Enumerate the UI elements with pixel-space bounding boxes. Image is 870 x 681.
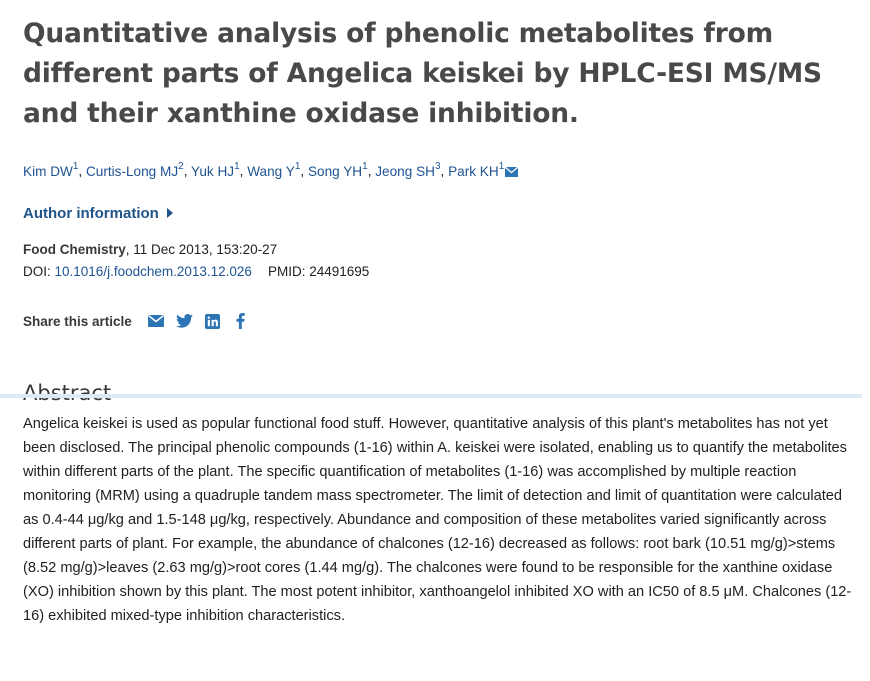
facebook-icon[interactable] xyxy=(232,313,249,330)
author-link[interactable]: Jeong SH3 xyxy=(375,161,441,179)
author-link[interactable]: Song YH1 xyxy=(307,161,368,179)
share-bar: Share this article xyxy=(23,313,853,330)
abstract-heading: Abstract xyxy=(23,381,111,405)
author-link[interactable]: Park KH1 xyxy=(448,161,505,179)
article-title: Quantitative analysis of phenolic metabo… xyxy=(23,18,822,129)
article-header: Quantitative analysis of phenolic metabo… xyxy=(23,0,853,330)
author-link[interactable]: Wang Y1 xyxy=(247,161,301,179)
pmid-value: 24491695 xyxy=(309,263,370,279)
author-information-toggle[interactable]: Author information xyxy=(23,205,853,222)
citation-details: , 11 Dec 2013, 153:20-27 xyxy=(125,241,278,257)
citation-block: Food Chemistry, 11 Dec 2013, 153:20-27 D… xyxy=(23,239,853,283)
twitter-icon[interactable] xyxy=(175,313,193,330)
section-divider xyxy=(0,394,862,398)
doi-label: DOI: xyxy=(23,263,55,279)
author-link[interactable]: Curtis-Long MJ2 xyxy=(85,161,184,179)
pmid-label: PMID: xyxy=(267,263,310,279)
abstract-text: Angelica keiskei is used as popular func… xyxy=(23,416,852,624)
email-icon[interactable] xyxy=(148,313,165,330)
corresponding-email-icon[interactable] xyxy=(504,163,519,183)
caret-right-icon xyxy=(166,208,173,219)
author-link[interactable]: Yuk HJ1 xyxy=(191,161,240,179)
journal-name: Food Chemistry xyxy=(23,241,126,257)
doi-link[interactable]: 10.1016/j.foodchem.2013.12.026 xyxy=(54,263,252,279)
author-information-label: Author information xyxy=(23,204,159,222)
author-list: Kim DW1, Curtis-Long MJ2, Yuk HJ1, Wang … xyxy=(23,158,853,183)
share-label: Share this article xyxy=(23,313,132,329)
linkedin-icon[interactable] xyxy=(204,313,221,330)
author-link[interactable]: Kim DW1 xyxy=(23,161,79,179)
